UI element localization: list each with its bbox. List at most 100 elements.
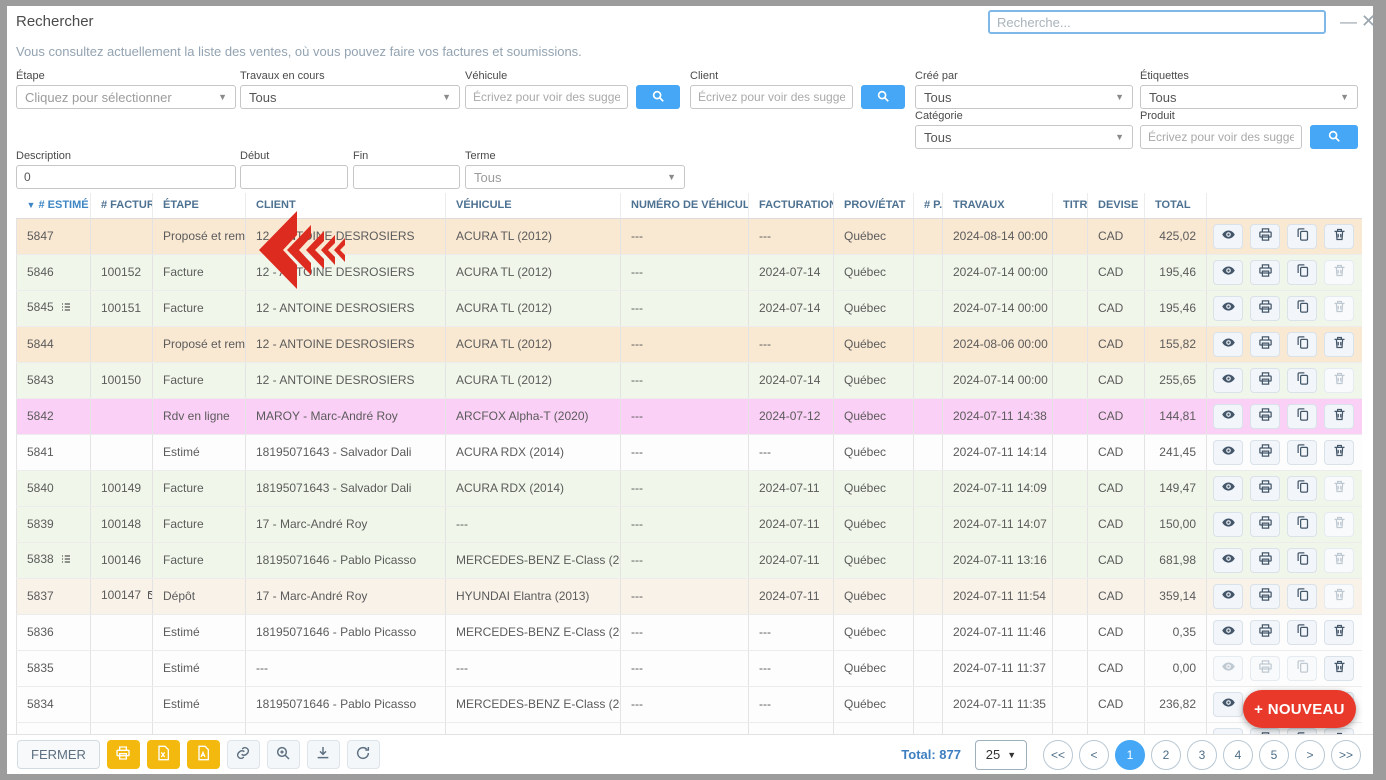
delete-button[interactable]: [1324, 619, 1354, 645]
delete-button[interactable]: [1324, 583, 1354, 609]
table-row-5840[interactable]: 5840 100149 Facture 18195071643 - Salvador …: [16, 470, 1362, 507]
table-row-5836[interactable]: 5836 Estimé 18195071646 - Pablo Picasso MER…: [16, 614, 1362, 651]
delete-button[interactable]: [1324, 439, 1354, 465]
zoom-button[interactable]: [266, 740, 300, 769]
minimize-button[interactable]: —: [1334, 12, 1363, 31]
copy-button[interactable]: [1287, 583, 1317, 609]
table-row-5847[interactable]: 5847 Proposé et remis 12 - ANTOINE DESROSI…: [16, 218, 1362, 255]
view-button[interactable]: [1213, 403, 1243, 429]
table-row-5835[interactable]: 5835 Estimé --- --- --- --- Québec 2024-07-11 1…: [16, 650, 1362, 687]
print-button[interactable]: [106, 740, 140, 769]
column-header-6[interactable]: NUMÉRO DE VÉHICULE: [620, 193, 749, 219]
first-page-button[interactable]: <<: [1043, 739, 1073, 770]
vehicule-search-button[interactable]: [636, 85, 680, 109]
copy-button[interactable]: [1287, 295, 1317, 321]
table-row-5846[interactable]: 5846 100152 Facture 12 - ANTOINE DESROSIERS…: [16, 254, 1362, 291]
next-page-button[interactable]: >: [1295, 739, 1325, 770]
global-search-input[interactable]: [988, 10, 1326, 34]
column-header-7[interactable]: FACTURATION: [748, 193, 834, 219]
etiquettes-select[interactable]: Tous ▼: [1140, 85, 1358, 109]
copy-button[interactable]: [1287, 223, 1317, 249]
view-button[interactable]: [1213, 511, 1243, 537]
prev-page-button[interactable]: <: [1079, 739, 1109, 770]
close-icon[interactable]: ✕: [1355, 12, 1382, 31]
table-row-5842[interactable]: 5842 Rdv en ligne MAROY - Marc-André Roy AR…: [16, 398, 1362, 435]
column-header-3[interactable]: ÉTAPE: [152, 193, 246, 219]
delete-button[interactable]: [1324, 547, 1354, 573]
produit-search-button[interactable]: [1310, 125, 1358, 149]
print-button[interactable]: [1250, 223, 1280, 249]
page-button-2[interactable]: 2: [1151, 739, 1181, 770]
travaux-en-cours-select[interactable]: Tous ▼: [240, 85, 460, 109]
print-button[interactable]: [1250, 655, 1280, 681]
copy-button[interactable]: [1287, 619, 1317, 645]
copy-button[interactable]: [1287, 511, 1317, 537]
delete-button[interactable]: [1324, 511, 1354, 537]
table-row-5838[interactable]: 5838 100146 Facture 18195071646 - Pablo Pic…: [16, 542, 1362, 579]
view-button[interactable]: [1213, 367, 1243, 393]
column-header-9[interactable]: # P.O.: [913, 193, 943, 219]
print-button[interactable]: [1250, 331, 1280, 357]
view-button[interactable]: [1213, 223, 1243, 249]
print-button[interactable]: [1250, 475, 1280, 501]
page-button-3[interactable]: 3: [1187, 739, 1217, 770]
view-button[interactable]: [1213, 547, 1243, 573]
view-button[interactable]: [1213, 475, 1243, 501]
view-button[interactable]: [1213, 331, 1243, 357]
view-button[interactable]: [1213, 691, 1243, 717]
print-button[interactable]: [1250, 295, 1280, 321]
print-button[interactable]: [1250, 367, 1280, 393]
last-page-button[interactable]: >>: [1331, 739, 1361, 770]
print-button[interactable]: [1250, 439, 1280, 465]
refresh-button[interactable]: [346, 740, 380, 769]
table-row-5845[interactable]: 5845 100151 Facture 12 - ANTOINE DESROSIERS…: [16, 290, 1362, 327]
table-row-5834[interactable]: 5834 Estimé 18195071646 - Pablo Picasso MER…: [16, 686, 1362, 723]
view-button[interactable]: [1213, 655, 1243, 681]
export-excel-button[interactable]: [146, 740, 180, 769]
copy-button[interactable]: [1287, 403, 1317, 429]
column-header-4[interactable]: CLIENT: [245, 193, 446, 219]
table-row-5844[interactable]: 5844 Proposé et remis 12 - ANTOINE DESROSI…: [16, 326, 1362, 363]
delete-button[interactable]: [1324, 295, 1354, 321]
etape-select[interactable]: Cliquez pour sélectionner ▼: [16, 85, 236, 109]
delete-button[interactable]: [1324, 367, 1354, 393]
print-button[interactable]: [1250, 511, 1280, 537]
delete-button[interactable]: [1324, 655, 1354, 681]
print-button[interactable]: [1250, 259, 1280, 285]
column-header-5[interactable]: VÉHICULE: [445, 193, 621, 219]
delete-button[interactable]: [1324, 223, 1354, 249]
column-header-2[interactable]: # FACTURE: [90, 193, 153, 219]
copy-button[interactable]: [1287, 367, 1317, 393]
view-button[interactable]: [1213, 439, 1243, 465]
column-header-1[interactable]: ▼ # ESTIMÉ: [16, 193, 91, 219]
copy-button[interactable]: [1287, 655, 1317, 681]
delete-button[interactable]: [1324, 403, 1354, 429]
delete-button[interactable]: [1324, 475, 1354, 501]
vehicule-input[interactable]: [465, 85, 628, 109]
column-header-13[interactable]: TOTAL: [1144, 193, 1207, 219]
column-header-11[interactable]: TITRE: [1052, 193, 1088, 219]
view-button[interactable]: [1213, 619, 1243, 645]
column-header-12[interactable]: DEVISE: [1087, 193, 1145, 219]
copy-button[interactable]: [1287, 331, 1317, 357]
delete-button[interactable]: [1324, 331, 1354, 357]
table-row-clipped[interactable]: [16, 722, 1362, 735]
fin-input[interactable]: [353, 165, 460, 189]
view-button[interactable]: [1213, 583, 1243, 609]
table-row-5841[interactable]: 5841 Estimé 18195071643 - Salvador Dali ACU…: [16, 434, 1362, 471]
description-input[interactable]: [16, 165, 236, 189]
client-search-button[interactable]: [861, 85, 905, 109]
copy-button[interactable]: [1287, 547, 1317, 573]
categorie-select[interactable]: Tous ▼: [915, 125, 1133, 149]
export-pdf-button[interactable]: [186, 740, 220, 769]
page-button-1[interactable]: 1: [1115, 739, 1145, 770]
produit-input[interactable]: [1140, 125, 1302, 149]
print-button[interactable]: [1250, 547, 1280, 573]
client-input[interactable]: [690, 85, 853, 109]
delete-button[interactable]: [1324, 727, 1354, 735]
page-size-select[interactable]: 25 ▼: [975, 739, 1027, 770]
column-header-10[interactable]: TRAVAUX: [942, 193, 1053, 219]
download-button[interactable]: [306, 740, 340, 769]
terme-select[interactable]: Tous ▼: [465, 165, 685, 189]
link-button[interactable]: [226, 740, 260, 769]
